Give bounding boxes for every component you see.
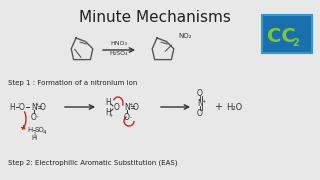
Text: +: + — [214, 102, 222, 112]
Text: H₂O: H₂O — [226, 102, 242, 111]
Text: O: O — [133, 102, 139, 111]
Text: N: N — [124, 102, 130, 111]
Text: +: + — [202, 98, 206, 104]
Text: Minute Mechanisms: Minute Mechanisms — [79, 10, 231, 25]
Text: H: H — [31, 135, 36, 141]
FancyBboxPatch shape — [262, 15, 312, 53]
Text: NO₂: NO₂ — [178, 33, 191, 39]
Text: H: H — [28, 127, 33, 133]
Text: H₂SO₄: H₂SO₄ — [110, 51, 128, 56]
Text: O: O — [197, 109, 203, 118]
Text: H: H — [9, 102, 15, 111]
Text: +: + — [129, 102, 133, 107]
Text: 2: 2 — [292, 38, 300, 48]
Text: ··: ·· — [18, 101, 20, 106]
Text: Step 1 : Formation of a nitronium ion: Step 1 : Formation of a nitronium ion — [8, 80, 137, 86]
Text: O: O — [124, 112, 130, 122]
Text: CC: CC — [267, 26, 295, 46]
Text: O: O — [114, 102, 120, 111]
Text: HNO₃: HNO₃ — [110, 41, 127, 46]
Text: O: O — [40, 102, 46, 111]
Text: N: N — [31, 102, 37, 111]
Text: 4: 4 — [42, 129, 46, 134]
Text: +: + — [109, 112, 113, 118]
Text: +: + — [35, 102, 39, 107]
Text: H: H — [105, 98, 111, 107]
Text: O: O — [197, 89, 203, 98]
Text: Step 2: Electrophilic Aromatic Substitution (EAS): Step 2: Electrophilic Aromatic Substitut… — [8, 160, 178, 167]
Text: O: O — [19, 102, 25, 111]
Text: O: O — [31, 112, 37, 122]
Text: -: - — [37, 114, 39, 120]
Text: -: - — [130, 116, 132, 120]
Text: N: N — [197, 98, 203, 107]
Text: SO: SO — [34, 127, 44, 133]
Text: H: H — [105, 107, 111, 116]
Text: |: | — [33, 131, 35, 137]
